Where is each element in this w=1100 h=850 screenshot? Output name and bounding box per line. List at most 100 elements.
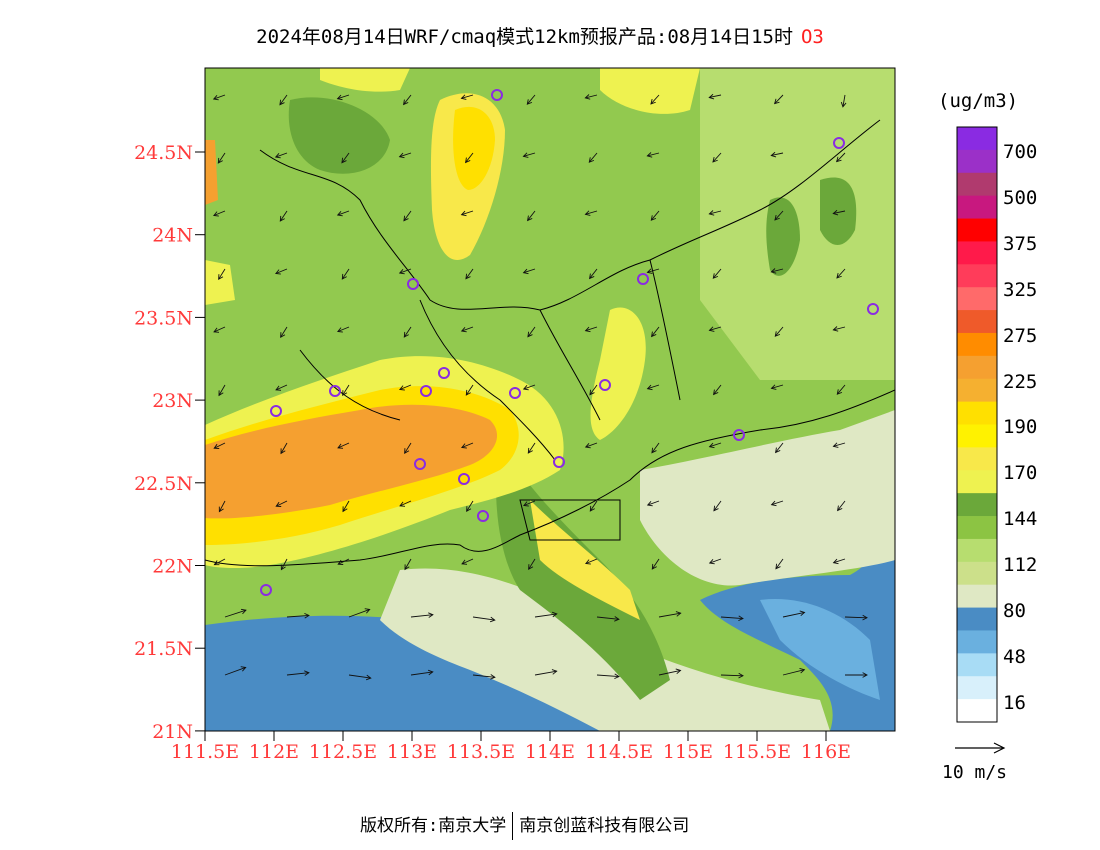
- wind-arrow: [770, 268, 784, 274]
- wind-arrow: [341, 268, 350, 280]
- legend-label: 80: [1003, 600, 1026, 622]
- wind-arrow: [342, 500, 350, 513]
- station-marker: [867, 303, 879, 315]
- wind-arrow: [217, 152, 226, 164]
- legend-swatch: [957, 127, 997, 151]
- legend-swatch: [957, 676, 997, 700]
- wind-arrow: [280, 442, 288, 455]
- wind-arrow: [275, 384, 288, 391]
- legend-label: 325: [1003, 278, 1038, 301]
- wind-arrow: [584, 94, 598, 100]
- footer-separator: [512, 812, 514, 840]
- wind-arrow: [651, 558, 660, 570]
- legend-swatch: [957, 516, 997, 540]
- wind-arrow: [472, 674, 496, 680]
- wind-arrow: [712, 152, 722, 163]
- wind-arrow: [336, 210, 350, 217]
- wind-arrow: [584, 326, 598, 333]
- wind-arrow: [770, 384, 784, 390]
- wind-arrow: [832, 209, 846, 216]
- wind-arrow: [218, 384, 226, 397]
- wind-arrow: [460, 94, 474, 100]
- wind-arrow: [708, 442, 722, 449]
- wind-arrow: [589, 500, 598, 512]
- wind-arrow: [337, 558, 350, 565]
- wind-arrow: [337, 442, 350, 449]
- wind-arrow: [832, 558, 846, 565]
- station-marker: [509, 387, 521, 399]
- station-marker: [599, 379, 611, 391]
- wind-arrow: [522, 384, 536, 391]
- lon-label: 115E: [663, 741, 713, 763]
- lat-label: 24N: [152, 225, 193, 247]
- station-marker: [407, 278, 419, 290]
- wind-arrow: [403, 326, 412, 338]
- legend-swatch: [957, 195, 997, 219]
- wind-arrow: [465, 152, 474, 164]
- wind-arrow: [399, 500, 412, 507]
- station-marker: [477, 510, 489, 522]
- wind-arrow: [708, 326, 722, 332]
- east-coast-pale: [640, 410, 895, 586]
- wind-arrow: [720, 615, 744, 622]
- station-marker: [491, 89, 503, 101]
- company-name: 南京创蓝科技有限公司: [519, 816, 690, 836]
- lon-label: 113.5E: [447, 741, 515, 763]
- wind-arrow: [708, 93, 722, 100]
- wind-arrow: [279, 94, 288, 106]
- wind-arrow: [713, 384, 722, 396]
- station-marker: [458, 473, 470, 485]
- legend-swatch: [957, 470, 997, 494]
- lat-label: 21.5N: [134, 638, 193, 660]
- north-patch: [600, 68, 700, 114]
- lon-label: 114E: [525, 741, 575, 763]
- station-marker: [329, 385, 341, 397]
- legend-swatch: [957, 264, 997, 288]
- legend-colorbar: [956, 126, 998, 723]
- copyright-footer: 版权所有:南京大学 南京创蓝科技有限公司: [360, 811, 689, 840]
- wind-arrow: [588, 152, 598, 163]
- wind-arrow: [770, 500, 784, 507]
- wind-arrow: [410, 612, 434, 618]
- wind-arrow: [274, 152, 288, 159]
- legend-swatch: [957, 401, 997, 425]
- lat-label: 22.5N: [134, 473, 193, 495]
- legend-swatch: [957, 332, 997, 357]
- station-marker: [637, 273, 649, 285]
- legend-swatch: [957, 561, 997, 586]
- legend-label: 700: [1003, 141, 1038, 163]
- northwest-patch: [320, 68, 410, 92]
- legend-label: 225: [1003, 370, 1038, 393]
- wind-arrow: [527, 442, 536, 454]
- wind-arrow: [213, 210, 226, 217]
- wind-arrow: [584, 210, 598, 216]
- wind-arrow: [461, 558, 474, 565]
- wind-arrow: [775, 558, 784, 570]
- legend-swatch: [957, 538, 997, 563]
- ne-dark-patch: [766, 197, 800, 276]
- wind-arrow: [646, 152, 660, 158]
- wind-arrow: [646, 500, 660, 507]
- wind-arrow: [522, 268, 536, 275]
- wind-arrow: [650, 94, 660, 105]
- legend-label: 170: [1003, 462, 1038, 485]
- wind-arrow: [782, 667, 806, 676]
- wind-arrow: [460, 210, 474, 217]
- wind-arrow: [280, 326, 288, 338]
- wind-arrow: [584, 442, 598, 449]
- wind-arrow: [461, 442, 474, 449]
- title-text: 2024年08月14日WRF/cmaq模式12km预报产品:08月14日15时: [256, 26, 793, 48]
- wind-arrow: [845, 672, 868, 678]
- wind-arrow: [713, 500, 722, 512]
- wind-arrow: [398, 152, 412, 159]
- legend-swatch: [957, 493, 997, 517]
- wind-arrow: [404, 442, 412, 454]
- longitude-axis: 111.5E 112E 112.5E 113E 113.5E 114E 114.5E 115E…: [171, 731, 851, 763]
- legend-swatch: [957, 424, 997, 448]
- wind-arrow: [404, 558, 412, 571]
- wind-arrow: [589, 384, 598, 396]
- legend-swatch: [957, 699, 997, 723]
- wind-arrow: [279, 210, 288, 222]
- wind-arrow: [213, 326, 226, 333]
